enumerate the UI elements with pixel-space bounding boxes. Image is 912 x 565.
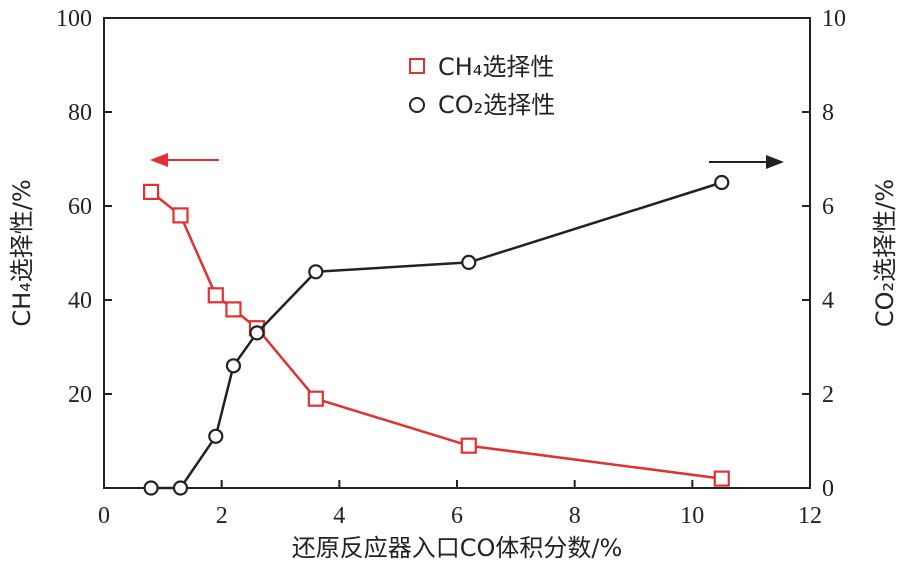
data-point-co2 (714, 174, 730, 191)
y-left-tick-label: 40 (68, 288, 92, 314)
data-point-ch4 (142, 183, 160, 200)
y-right-tick-labels: 0 2 4 6 8 10 (822, 6, 846, 502)
legend-label-co2: CO₂选择性 (438, 91, 555, 119)
data-point-co2 (461, 254, 477, 270)
right-axis-arrow-head (766, 155, 784, 169)
data-point-co2 (249, 325, 265, 341)
y-right-tick-label: 6 (822, 194, 834, 220)
y-left-axis-title: CH₄选择性/% (8, 179, 36, 326)
x-tick-label: 10 (680, 503, 704, 529)
y-right-tick-label: 4 (822, 288, 834, 314)
legend-label-ch4: CH₄选择性 (438, 53, 554, 81)
x-tick-label: 0 (98, 503, 110, 529)
data-point-ch4 (207, 287, 224, 304)
series-layer (103, 17, 811, 496)
x-tick-label: 2 (216, 503, 228, 529)
y-right-tick-label: 0 (822, 476, 834, 502)
data-point-ch4 (713, 470, 730, 487)
right-axis-arrow (709, 155, 784, 169)
y-left-tick-label: 20 (68, 382, 92, 408)
axis-ticks (103, 17, 811, 489)
y-left-tick-label: 60 (68, 194, 92, 220)
data-point-co2 (308, 264, 324, 280)
data-point-ch4 (307, 390, 324, 407)
data-point-co2 (208, 428, 224, 444)
x-tick-labels: 0 2 4 6 8 10 12 (98, 503, 822, 529)
x-tick-label: 4 (333, 503, 345, 529)
series-co2 (143, 174, 730, 496)
data-point-co2 (172, 480, 189, 496)
data-point-co2 (225, 358, 242, 374)
data-point-ch4 (172, 207, 189, 224)
x-tick-label: 8 (569, 503, 581, 529)
left-axis-arrow-head (150, 153, 168, 167)
y-left-tick-label: 100 (56, 6, 92, 32)
y-left-tick-labels: 20 40 60 80 100 (56, 6, 92, 408)
legend: CH₄选择性 CO₂选择性 (409, 53, 555, 119)
x-tick-label: 6 (451, 503, 463, 529)
series-line-ch4 (150, 190, 722, 480)
plot-area-frame (103, 17, 811, 489)
data-point-ch4 (460, 437, 477, 454)
left-axis-arrow (150, 153, 219, 167)
y-right-tick-label: 2 (822, 382, 834, 408)
y-right-tick-label: 10 (822, 6, 846, 32)
legend-marker-co2 (409, 97, 425, 113)
x-tick-label: 12 (798, 503, 822, 529)
x-axis-title: 还原反应器入口CO体积分数/% (292, 534, 623, 562)
y-right-tick-label: 8 (822, 100, 834, 126)
series-ch4 (142, 183, 730, 487)
legend-marker-ch4 (409, 58, 425, 74)
y-right-axis-title: CO₂选择性/% (871, 179, 899, 327)
y-left-tick-label: 80 (68, 100, 92, 126)
data-point-co2 (143, 480, 159, 496)
series-line-co2 (151, 181, 723, 490)
data-point-ch4 (225, 301, 242, 318)
